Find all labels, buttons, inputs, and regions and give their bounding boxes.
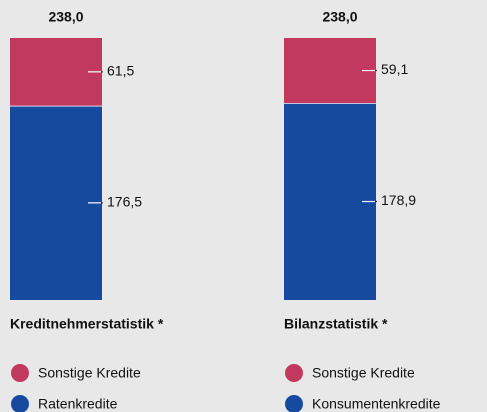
bar-segment: [284, 38, 376, 104]
bar-segment: [10, 105, 102, 300]
total-label: 238,0: [48, 9, 83, 25]
legend-swatch: [11, 364, 29, 382]
legend-label: Sonstige Kredite: [312, 365, 415, 381]
value-label: 178,9: [381, 192, 416, 208]
legend-swatch: [285, 395, 303, 412]
legend-label: Ratenkredite: [38, 396, 118, 412]
legend-label: Konsumentenkredite: [312, 396, 441, 412]
value-label: 59,1: [381, 61, 408, 77]
value-label: 61,5: [107, 63, 134, 79]
chart-title: Bilanzstatistik *: [284, 316, 388, 332]
bar-segment: [284, 103, 376, 300]
legend-swatch: [285, 364, 303, 382]
total-label: 238,0: [322, 9, 357, 25]
legend-label: Sonstige Kredite: [38, 365, 141, 381]
value-label: 176,5: [107, 194, 142, 210]
bar-segment: [10, 38, 102, 106]
chart-title: Kreditnehmerstatistik *: [10, 316, 164, 332]
legend-swatch: [11, 395, 29, 412]
